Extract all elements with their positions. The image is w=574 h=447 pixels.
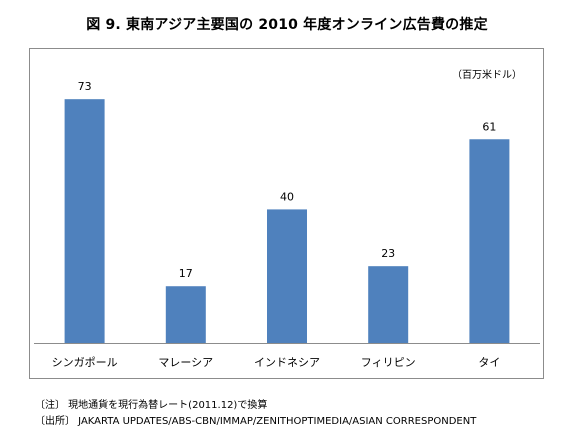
chart-title: 図 9. 東南アジア主要国の 2010 年度オンライン広告費の推定	[86, 17, 488, 33]
category-label-1: シンガポール	[52, 356, 118, 369]
bar-2	[165, 286, 206, 343]
bar-3	[267, 209, 307, 343]
labels-layer: 73 シンガポール 17 マレーシア 40 インドネシア 23 フィリピン 61 タイ	[52, 80, 501, 369]
category-label-5: タイ	[478, 356, 500, 369]
value-label-1: 73	[78, 80, 92, 93]
bar-5	[469, 139, 510, 343]
category-label-3: インドネシア	[254, 356, 320, 369]
note-text: 〔注〕 現地通貨を現行為替レート(2011.12)で換算	[35, 400, 268, 411]
bar-1	[64, 99, 105, 344]
value-label-2: 17	[179, 267, 193, 280]
notes-block: 〔注〕 現地通貨を現行為替レート(2011.12)で換算 〔出所〕 JAKART…	[35, 398, 476, 430]
unit-label: （百万米ドル）	[452, 70, 522, 81]
category-label-4: フィリピン	[361, 356, 416, 369]
source-text: 〔出所〕 JAKARTA UPDATES/ABS-CBN/IMMAP/ZENIT…	[35, 416, 477, 427]
bar-4	[368, 266, 409, 343]
bars-layer	[64, 99, 510, 344]
chart-frame	[29, 48, 544, 379]
value-label-3: 40	[280, 190, 294, 203]
value-label-4: 23	[381, 247, 395, 260]
value-label-5: 61	[482, 120, 496, 133]
category-label-2: マレーシア	[158, 356, 213, 369]
